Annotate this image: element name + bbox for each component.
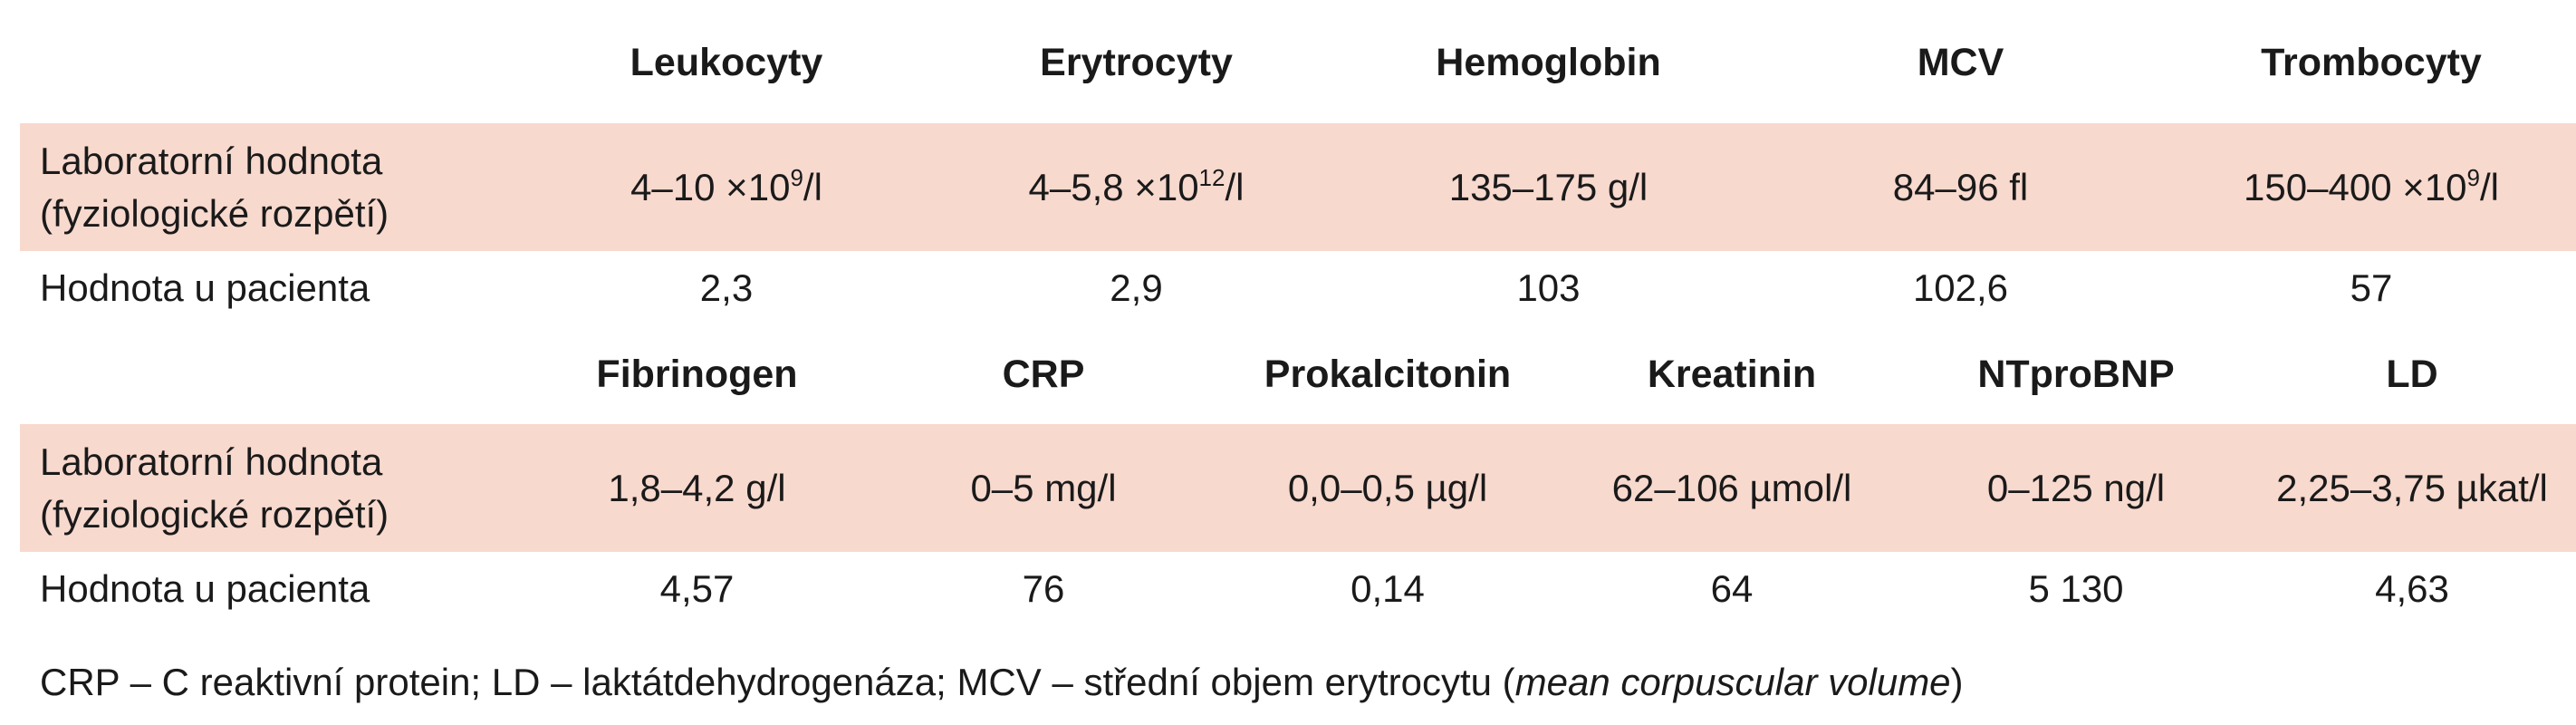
patient-value-row: Hodnota u pacienta 4,57 76 0,14 64 5 130…: [20, 552, 2576, 626]
blood-count-table: Leukocyty Erytrocyty Hemoglobin MCV Trom…: [20, 0, 2576, 325]
table-header-row: Leukocyty Erytrocyty Hemoglobin MCV Trom…: [20, 0, 2576, 123]
range-prokalcitonin: 0,0–0,5 µg/l: [1216, 424, 1560, 552]
header-empty-cell: [20, 323, 523, 424]
footnote-text: CRP – C reaktivní protein; LD – laktátde…: [40, 661, 1515, 703]
range-unit: /l: [1225, 165, 1245, 208]
range-base: 135–175 g/l: [1448, 165, 1648, 208]
range-base: 4–10 ×10: [630, 165, 791, 208]
patient-leukocyty: 2,3: [699, 266, 754, 309]
range-exponent: 12: [1198, 163, 1226, 191]
range-label-line1: Laboratorní hodnota: [40, 440, 383, 483]
patient-mcv: 102,6: [1912, 266, 2009, 309]
range-base: 150–400 ×10: [2244, 165, 2467, 208]
range-exponent: 9: [2466, 163, 2480, 191]
patient-trombocyty: 57: [2350, 266, 2393, 309]
range-crp: 0–5 mg/l: [871, 424, 1216, 552]
header-crp: CRP: [1002, 352, 1085, 396]
range-erytrocyty: 4–5,8 ×1012/l: [930, 123, 1342, 251]
header-hemoglobin: Hemoglobin: [1436, 40, 1661, 84]
range-unit: /l: [2479, 165, 2499, 208]
range-label-line1: Laboratorní hodnota: [40, 139, 383, 182]
range-mcv: 84–96 fl: [1754, 123, 2167, 251]
patient-value-label: Hodnota u pacienta: [40, 266, 370, 309]
header-empty-cell: [20, 0, 523, 123]
range-kreatinin: 62–106 µmol/l: [1560, 424, 1904, 552]
range-label-line2: (fyziologické rozpětí): [40, 191, 389, 235]
range-ntprobnp: 0–125 ng/l: [1904, 424, 2248, 552]
reference-range-label: Laboratorní hodnota (fyziologické rozpětí…: [20, 123, 523, 251]
range-fibrinogen: 1,8–4,2 g/l: [523, 424, 871, 552]
header-ntprobnp: NTproBNP: [1977, 352, 2175, 396]
footnote-italic: mean corpuscular volume: [1514, 661, 1951, 703]
reference-range-row: Laboratorní hodnota (fyziologické rozpětí…: [20, 123, 2576, 251]
patient-prokalcitonin: 0,14: [1350, 567, 1425, 610]
patient-hemoglobin: 103: [1516, 266, 1581, 309]
range-base: 4–5,8 ×10: [1028, 165, 1199, 208]
abbreviations-footnote: CRP – C reaktivní protein; LD – laktátde…: [40, 660, 1964, 705]
range-leukocyty: 4–10 ×109/l: [523, 123, 930, 251]
patient-ntprobnp: 5 130: [2028, 567, 2124, 610]
header-prokalcitonin: Prokalcitonin: [1264, 352, 1512, 396]
header-kreatinin: Kreatinin: [1647, 352, 1817, 396]
patient-value-row: Hodnota u pacienta 2,3 2,9 103 102,6 57: [20, 251, 2576, 325]
header-mcv: MCV: [1917, 40, 2004, 84]
patient-kreatinin: 64: [1710, 567, 1754, 610]
range-ld: 2,25–3,75 µkat/l: [2248, 424, 2576, 552]
header-fibrinogen: Fibrinogen: [596, 352, 798, 396]
patient-erytrocyty: 2,9: [1110, 266, 1163, 309]
reference-range-label: Laboratorní hodnota (fyziologické rozpětí…: [20, 424, 523, 552]
patient-ld: 4,63: [2375, 567, 2449, 610]
range-hemoglobin: 135–175 g/l: [1342, 123, 1754, 251]
table-header-row: Fibrinogen CRP Prokalcitonin Kreatinin N…: [20, 323, 2576, 424]
range-base: 84–96 fl: [1892, 165, 2029, 208]
patient-fibrinogen: 4,57: [659, 567, 735, 610]
header-erytrocyty: Erytrocyty: [1040, 40, 1233, 84]
reference-range-row: Laboratorní hodnota (fyziologické rozpětí…: [20, 424, 2576, 552]
header-ld: LD: [2386, 352, 2438, 396]
header-leukocyty: Leukocyty: [630, 40, 823, 84]
range-label-line2: (fyziologické rozpětí): [40, 492, 389, 536]
range-exponent: 9: [790, 163, 803, 191]
range-unit: /l: [803, 165, 822, 208]
patient-value-label: Hodnota u pacienta: [40, 567, 370, 610]
biochemistry-table: Fibrinogen CRP Prokalcitonin Kreatinin N…: [20, 323, 2576, 626]
footnote-close: ): [1950, 661, 1964, 703]
range-trombocyty: 150–400 ×109/l: [2167, 123, 2576, 251]
patient-crp: 76: [1022, 567, 1065, 610]
header-trombocyty: Trombocyty: [2261, 40, 2482, 84]
